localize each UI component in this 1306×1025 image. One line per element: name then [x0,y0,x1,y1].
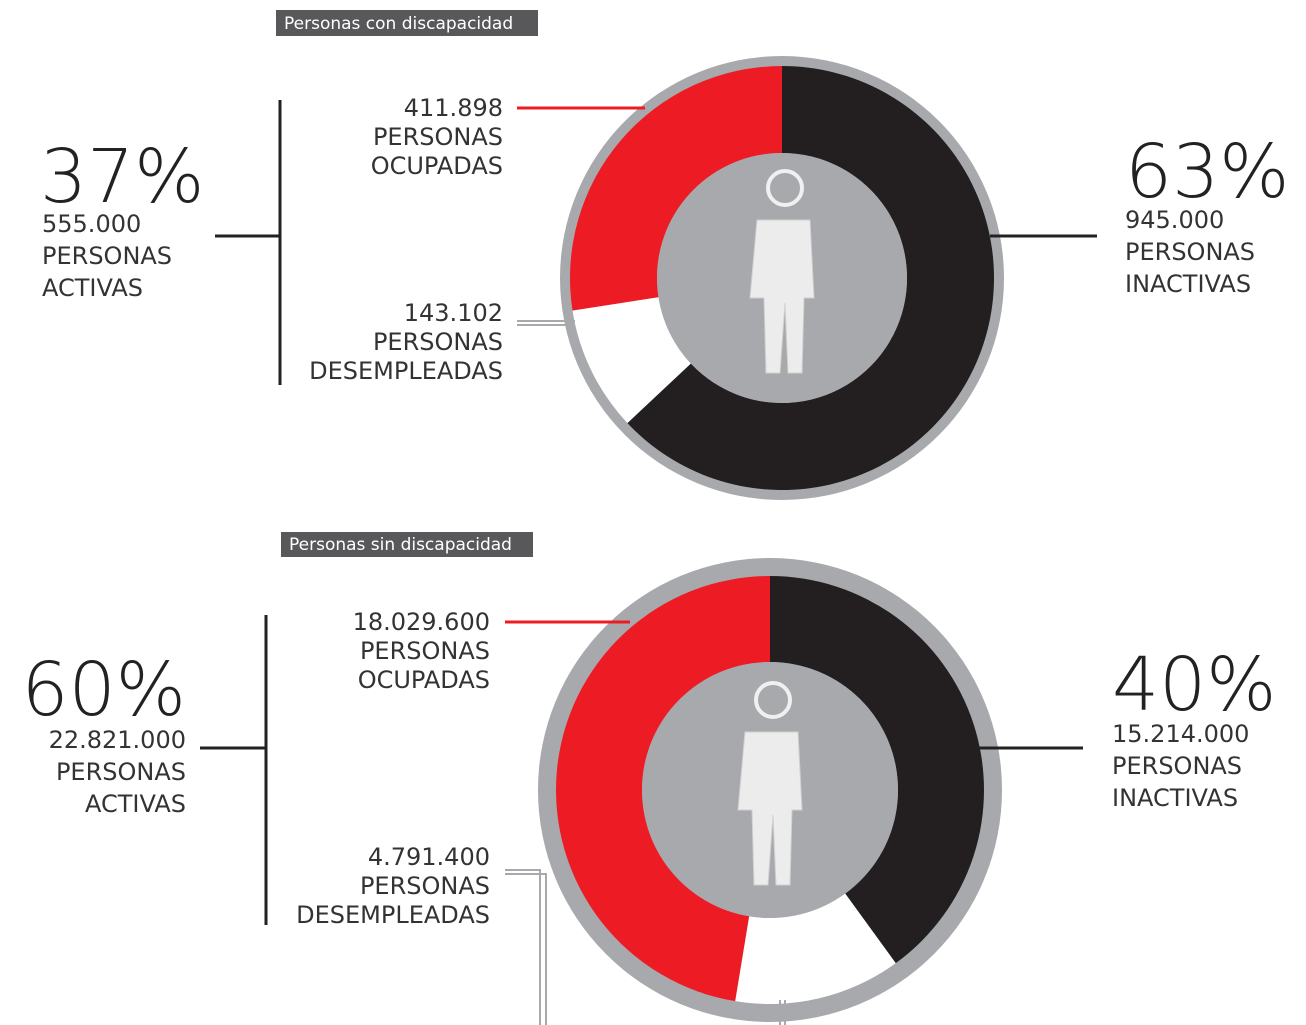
active-label: PERSONAS [42,242,172,270]
inactive-percent: 63% [1125,129,1289,215]
active-value: 555.000 [42,210,141,238]
inactive-label: PERSONAS [1125,238,1255,266]
leader-line [505,873,547,1025]
inactive-label: INACTIVAS [1125,270,1251,298]
donut-segment [735,893,896,1004]
inactive-label: PERSONAS [1112,752,1242,780]
donut-segment [572,297,691,424]
active-label: ACTIVAS [42,274,143,302]
active-label: ACTIVAS [85,790,186,818]
donut-segment [627,66,994,490]
donut-segment [770,576,984,964]
segment-value: 411.898 [404,94,503,122]
segment-label: PERSONAS [360,637,490,665]
leader-line [505,869,541,1025]
inactive-value: 945.000 [1125,206,1224,234]
segment-label: DESEMPLEADAS [309,357,503,385]
segment-label: PERSONAS [360,872,490,900]
person-head [754,681,792,719]
donut-segment [555,576,770,1002]
title-box [276,10,538,36]
title-box [281,532,533,557]
segment-value: 18.029.600 [353,608,490,636]
person-body [749,219,815,374]
segment-label: OCUPADAS [358,666,490,694]
active-label: PERSONAS [56,758,186,786]
segment-label: OCUPADAS [371,152,503,180]
segment-value: 143.102 [404,299,503,327]
inactive-label: INACTIVAS [1112,784,1238,812]
chart-title: Personas sin discapacidad [289,535,512,555]
chart-title: Personas con discapacidad [284,14,513,34]
active-percent: 37% [40,134,204,220]
active-percent: 60% [22,647,186,733]
active-value: 22.821.000 [49,726,186,754]
person-head [766,169,804,207]
segment-value: 4.791.400 [368,843,490,871]
inactive-value: 15.214.000 [1112,720,1249,748]
segment-label: DESEMPLEADAS [296,901,490,929]
inactive-percent: 40% [1112,642,1276,728]
donut-segment [570,66,782,311]
segment-label: PERSONAS [373,328,503,356]
person-body [737,731,803,886]
segment-label: PERSONAS [373,123,503,151]
